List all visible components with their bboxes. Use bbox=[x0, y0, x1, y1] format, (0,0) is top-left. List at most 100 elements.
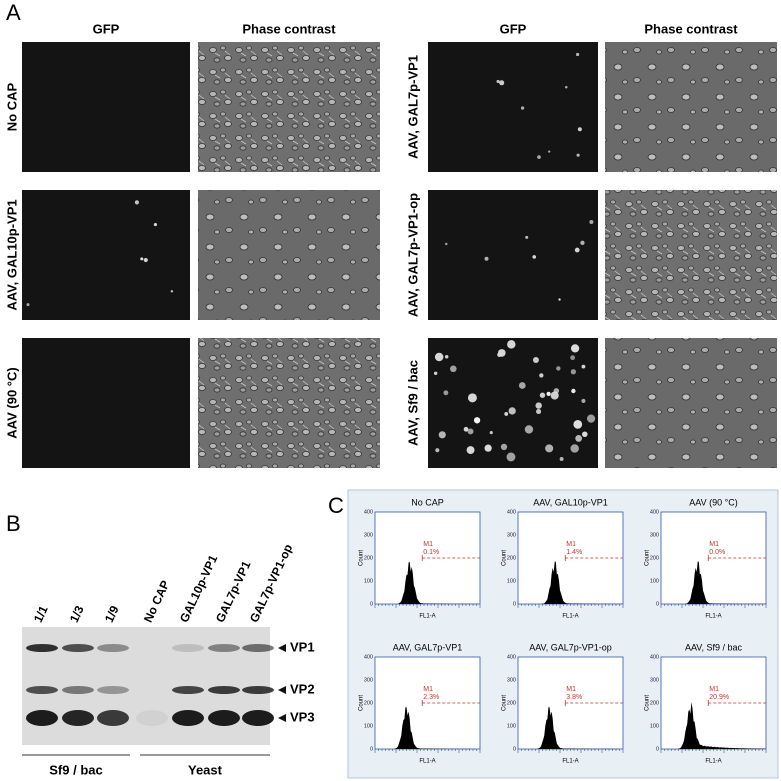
gfp-cell bbox=[565, 85, 568, 89]
y-tick-label: 0 bbox=[513, 601, 516, 607]
band-label: VP1 bbox=[290, 639, 315, 654]
y-tick-label: 0 bbox=[656, 746, 659, 752]
gfp-cell bbox=[444, 355, 449, 359]
plot-title: AAV, GAL10p-VP1 bbox=[533, 497, 608, 507]
gfp-cell bbox=[508, 407, 516, 415]
gfp-cell bbox=[559, 457, 564, 461]
gfp-cell bbox=[532, 356, 539, 363]
gfp-cell bbox=[580, 240, 585, 245]
y-tick-label: 100 bbox=[650, 723, 659, 729]
gfp-cell bbox=[496, 79, 500, 84]
y-tick-label: 100 bbox=[650, 578, 659, 584]
y-tick-label: 200 bbox=[364, 555, 373, 561]
band bbox=[172, 686, 204, 694]
plot-title: AAV, Sf9 / bac bbox=[685, 642, 743, 652]
gfp-cell bbox=[582, 431, 588, 438]
lane-label: No CAP bbox=[141, 578, 173, 624]
gfp-cell bbox=[153, 222, 158, 227]
plot-title: AAV (90 °C) bbox=[689, 497, 737, 507]
y-tick-label: 0 bbox=[513, 746, 516, 752]
gfp-cell bbox=[497, 352, 502, 357]
gfp-cell bbox=[573, 419, 583, 429]
lane-label: GAL7p-VP1-op bbox=[247, 542, 295, 625]
band-arrow bbox=[278, 714, 286, 722]
lane-label: 1/1 bbox=[31, 603, 51, 624]
gfp-cell bbox=[546, 391, 551, 396]
gfp-cell bbox=[434, 352, 444, 362]
gate-percent: 20.9% bbox=[709, 694, 729, 701]
gate-percent: 3.8% bbox=[566, 694, 582, 701]
y-tick-label: 300 bbox=[507, 532, 516, 538]
phase-image bbox=[605, 190, 777, 320]
gate-percent: 0.1% bbox=[423, 549, 439, 556]
gfp-cell bbox=[524, 425, 534, 434]
gfp-cell bbox=[484, 444, 492, 452]
lane-label: 1/3 bbox=[67, 603, 87, 624]
gfp-cell bbox=[548, 150, 551, 153]
gfp-cell bbox=[570, 344, 580, 353]
gfp-cell bbox=[467, 428, 474, 435]
gate-percent: 2.3% bbox=[423, 694, 439, 701]
y-tick-label: 400 bbox=[650, 654, 659, 660]
gfp-cell bbox=[518, 382, 526, 389]
y-tick-label: 300 bbox=[650, 532, 659, 538]
y-tick-label: 100 bbox=[507, 723, 516, 729]
row-label: AAV, GAL10p-VP1 bbox=[4, 199, 19, 310]
panel-label: C bbox=[328, 493, 344, 518]
gfp-cell bbox=[539, 392, 546, 398]
row-label: AAV, GAL7p-VP1 bbox=[405, 55, 420, 159]
y-tick-label: 200 bbox=[507, 700, 516, 706]
y-tick-label: 300 bbox=[364, 677, 373, 683]
gfp-cell bbox=[536, 408, 542, 415]
gfp-cell bbox=[589, 219, 594, 224]
gfp-cell bbox=[143, 257, 148, 263]
band-arrow bbox=[278, 686, 286, 694]
row-label: No CAP bbox=[4, 82, 19, 131]
band bbox=[136, 710, 168, 726]
x-axis-label: FL1-A bbox=[562, 614, 578, 620]
phase-image bbox=[605, 42, 777, 172]
gfp-cell bbox=[525, 235, 529, 239]
row-label: AAV, GAL7p-VP1-op bbox=[405, 193, 420, 317]
band-label: VP3 bbox=[290, 709, 315, 724]
row-label: AAV (90 °C) bbox=[4, 367, 19, 438]
band bbox=[26, 644, 58, 652]
y-tick-label: 200 bbox=[650, 700, 659, 706]
y-tick-label: 0 bbox=[370, 746, 373, 752]
gfp-image bbox=[22, 190, 190, 320]
gfp-cell bbox=[504, 412, 509, 416]
lane-label: 1/9 bbox=[102, 603, 122, 624]
plot-title: No CAP bbox=[411, 497, 444, 507]
y-axis-label: Count bbox=[359, 550, 365, 566]
gate-percent: 0.0% bbox=[709, 549, 725, 556]
gfp-cell bbox=[570, 369, 576, 375]
y-tick-label: 300 bbox=[507, 677, 516, 683]
gfp-cell bbox=[170, 290, 174, 293]
band bbox=[62, 710, 94, 726]
gfp-cell bbox=[473, 417, 481, 424]
gfp-image bbox=[22, 42, 190, 172]
gfp-cell bbox=[535, 402, 542, 409]
phase-image bbox=[198, 42, 380, 172]
gfp-cell bbox=[499, 80, 505, 86]
y-tick-label: 400 bbox=[507, 509, 516, 515]
y-axis-label: Count bbox=[502, 695, 508, 711]
phase-image bbox=[605, 338, 777, 468]
gfp-cell bbox=[550, 391, 559, 400]
plot-title: AAV, GAL7p-VP1-op bbox=[529, 642, 612, 652]
gfp-cell bbox=[467, 393, 477, 403]
group-label: Yeast bbox=[188, 762, 223, 777]
gate-label: M1 bbox=[423, 541, 433, 548]
y-axis-label: Count bbox=[645, 695, 651, 711]
lane-label: GAL10p-VP1 bbox=[177, 553, 221, 625]
gfp-cell bbox=[435, 448, 440, 453]
gfp-cell bbox=[556, 366, 561, 371]
gfp-cell bbox=[581, 364, 586, 369]
gfp-cell bbox=[449, 365, 457, 373]
gfp-cell bbox=[545, 444, 554, 453]
gfp-cell bbox=[581, 398, 586, 403]
column-header: GFP bbox=[500, 21, 527, 36]
y-axis-label: Count bbox=[645, 550, 651, 566]
group-label: Sf9 / bac bbox=[49, 762, 102, 777]
